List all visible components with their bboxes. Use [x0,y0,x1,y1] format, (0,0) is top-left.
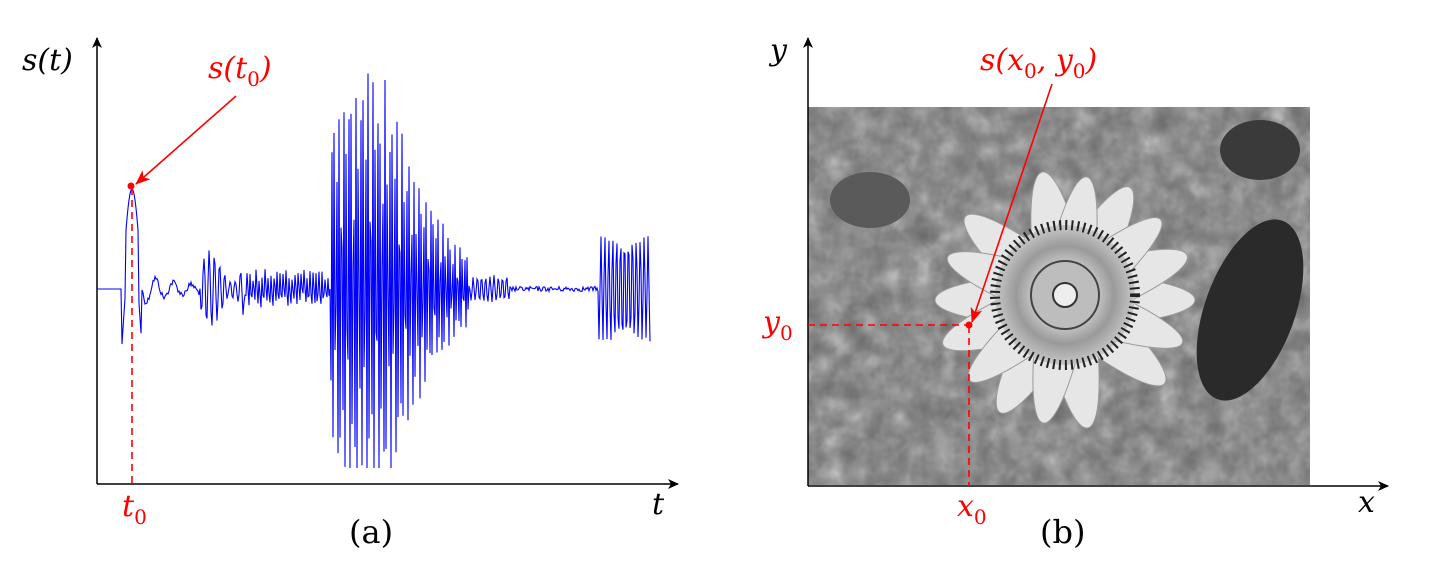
y0-tick-label: y0 [761,305,793,345]
x0-tick-label: x0 [957,489,987,529]
t0-tick-label: t0 [122,489,147,529]
panel-b: y x s(x0, y0) y0 x0 (b) [761,33,1389,551]
panel-a-y-axis-label: s(t) [22,43,73,78]
signal-trace [97,73,651,469]
s-x0-y0-label: s(x0, y0) [980,43,1097,83]
s-t0-arrow [135,95,237,185]
s-x0-y0-arrow [970,83,1053,323]
panel-a-x-axis-label: t [652,487,665,522]
s-t0-label: s(t0) [208,51,272,91]
panel-a: s(t) t s(t0) t0 (a) [22,37,679,551]
panel-b-caption: (b) [1040,513,1085,551]
panel-b-y-axis-label: y [768,33,788,68]
t0-point [127,182,135,190]
panel-b-x-axis-label: x [1358,485,1375,520]
x0-y0-point [965,321,973,329]
panel-a-caption: (a) [349,513,393,551]
flower-photo [808,107,1310,485]
